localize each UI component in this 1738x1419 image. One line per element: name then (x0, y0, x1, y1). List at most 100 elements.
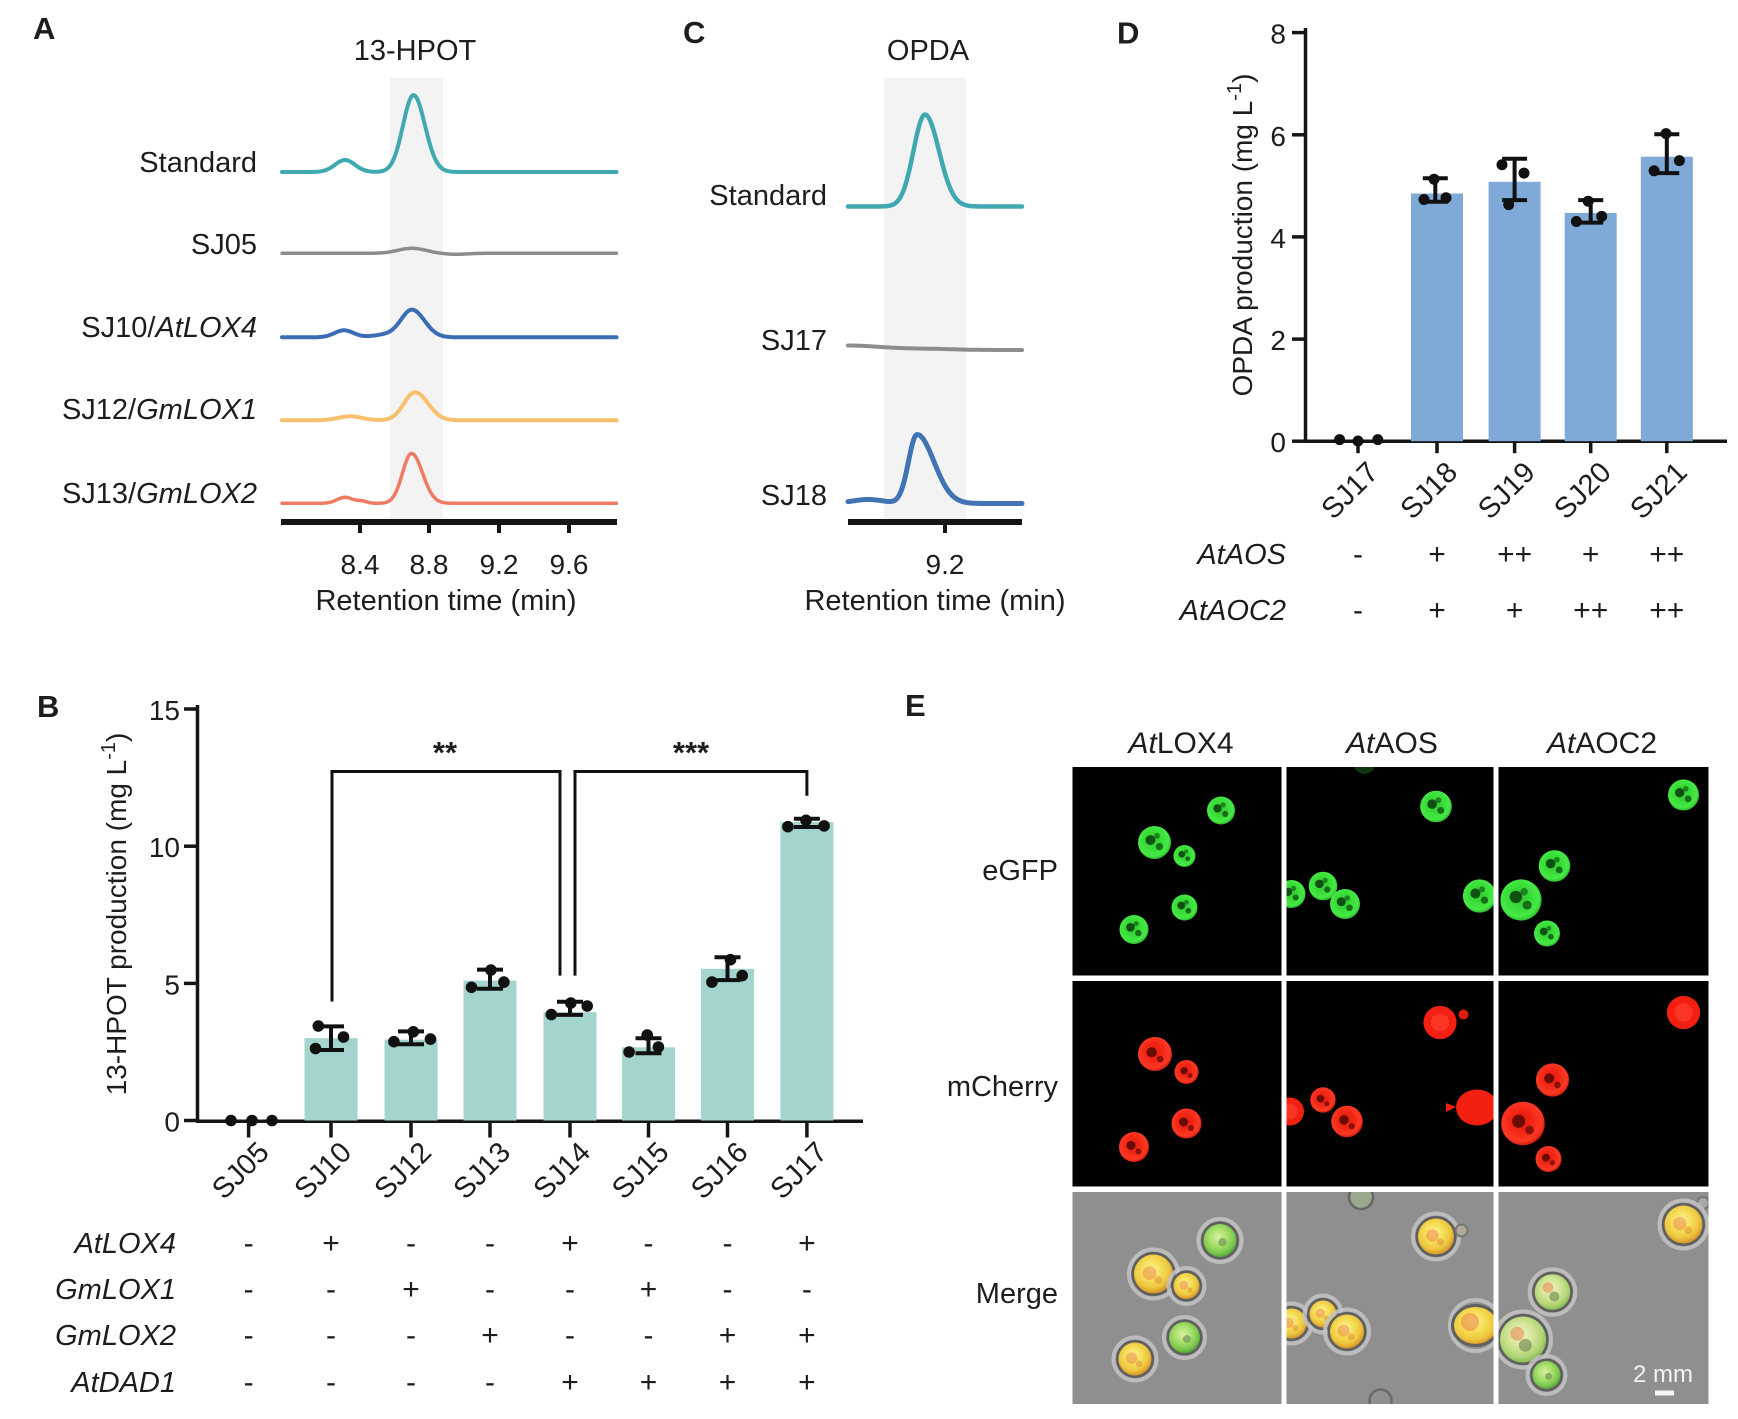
svg-text:Retention time (min): Retention time (min) (315, 585, 576, 617)
svg-text:+: + (719, 1319, 737, 1352)
svg-text:SJ20: SJ20 (1548, 456, 1617, 525)
svg-text:-: - (1353, 538, 1363, 571)
svg-text:-: - (565, 1273, 575, 1306)
svg-text:B: B (37, 689, 59, 724)
svg-text:C: C (683, 15, 705, 50)
svg-text:2: 2 (1270, 325, 1286, 356)
svg-text:13-HPOT: 13-HPOT (354, 35, 477, 67)
svg-text:AtAOC2: AtAOC2 (1545, 727, 1657, 760)
svg-text:-: - (326, 1319, 336, 1352)
svg-text:SJ05: SJ05 (206, 1136, 275, 1205)
svg-text:+: + (402, 1273, 420, 1306)
svg-text:SJ15: SJ15 (606, 1136, 675, 1205)
svg-text:-: - (244, 1273, 254, 1306)
svg-text:-: - (406, 1319, 416, 1352)
svg-text:SJ12: SJ12 (369, 1136, 438, 1205)
svg-text:5: 5 (164, 969, 180, 1000)
svg-text:8.8: 8.8 (410, 549, 449, 580)
svg-text:-: - (723, 1273, 733, 1306)
svg-text:+: + (481, 1319, 499, 1352)
svg-text:-: - (802, 1273, 812, 1306)
svg-text:SJ18: SJ18 (761, 480, 827, 512)
svg-text:-: - (485, 1227, 495, 1260)
svg-text:OPDA production (mg L-1): OPDA production (mg L-1) (1224, 74, 1258, 397)
svg-text:GmLOX1: GmLOX1 (55, 1274, 176, 1306)
svg-text:Standard: Standard (139, 147, 257, 179)
svg-text:-: - (244, 1366, 254, 1399)
svg-text:SJ13: SJ13 (448, 1136, 517, 1205)
svg-text:AtAOS: AtAOS (1195, 539, 1286, 571)
svg-text:A: A (33, 11, 55, 46)
svg-text:Standard: Standard (709, 180, 827, 212)
svg-text:SJ05: SJ05 (191, 229, 257, 261)
svg-text:Retention time (min): Retention time (min) (804, 585, 1065, 617)
svg-text:AtAOS: AtAOS (1344, 727, 1438, 760)
svg-text:-: - (326, 1273, 336, 1306)
svg-text:++: ++ (1649, 594, 1684, 627)
svg-text:SJ21: SJ21 (1624, 456, 1693, 525)
svg-text:13-HPOT production (mg L-1): 13-HPOT production (mg L-1) (98, 733, 132, 1096)
svg-text:+: + (719, 1366, 737, 1399)
svg-text:E: E (905, 688, 926, 723)
svg-text:++: ++ (1649, 538, 1684, 571)
svg-text:10: 10 (149, 832, 180, 863)
svg-text:SJ17: SJ17 (1316, 456, 1385, 525)
svg-text:SJ14: SJ14 (528, 1136, 597, 1205)
svg-text:AtDAD1: AtDAD1 (69, 1367, 176, 1399)
svg-text:**: ** (433, 735, 458, 770)
svg-text:+: + (1428, 594, 1446, 627)
svg-text:+: + (798, 1227, 816, 1260)
svg-text:-: - (644, 1319, 654, 1352)
svg-text:SJ10: SJ10 (289, 1136, 358, 1205)
svg-text:4: 4 (1270, 223, 1286, 254)
svg-text:+: + (1428, 538, 1446, 571)
svg-text:-: - (1353, 594, 1363, 627)
svg-text:0: 0 (1270, 427, 1286, 458)
svg-text:-: - (565, 1319, 575, 1352)
svg-text:SJ12/GmLOX1: SJ12/GmLOX1 (62, 394, 257, 426)
svg-text:SJ16: SJ16 (685, 1136, 754, 1205)
svg-text:OPDA: OPDA (887, 35, 970, 67)
svg-text:-: - (644, 1227, 654, 1260)
svg-text:0: 0 (164, 1107, 180, 1138)
svg-text:Merge: Merge (976, 1278, 1058, 1310)
svg-text:-: - (326, 1366, 336, 1399)
svg-text:-: - (485, 1366, 495, 1399)
svg-text:-: - (406, 1227, 416, 1260)
svg-text:+: + (561, 1227, 579, 1260)
svg-text:+: + (1506, 594, 1524, 627)
svg-text:-: - (723, 1227, 733, 1260)
svg-text:AtLOX4: AtLOX4 (1126, 727, 1233, 760)
svg-text:SJ13/GmLOX2: SJ13/GmLOX2 (62, 478, 257, 510)
svg-text:SJ17: SJ17 (761, 325, 827, 357)
svg-text:SJ19: SJ19 (1472, 456, 1541, 525)
svg-text:AtAOC2: AtAOC2 (1178, 595, 1286, 627)
svg-text:D: D (1117, 16, 1139, 51)
svg-text:SJ10/AtLOX4: SJ10/AtLOX4 (81, 312, 257, 344)
svg-text:+: + (640, 1366, 658, 1399)
svg-text:mCherry: mCherry (947, 1071, 1059, 1103)
svg-text:+: + (798, 1366, 816, 1399)
svg-text:8: 8 (1270, 19, 1286, 50)
svg-text:+: + (798, 1319, 816, 1352)
svg-text:++: ++ (1497, 538, 1532, 571)
svg-text:SJ17: SJ17 (764, 1136, 833, 1205)
svg-text:++: ++ (1573, 594, 1608, 627)
svg-text:+: + (322, 1227, 340, 1260)
svg-text:-: - (485, 1273, 495, 1306)
svg-text:9.2: 9.2 (480, 549, 519, 580)
svg-text:6: 6 (1270, 121, 1286, 152)
svg-text:9.2: 9.2 (926, 549, 965, 580)
svg-text:eGFP: eGFP (982, 855, 1058, 887)
svg-text:***: *** (673, 735, 710, 770)
svg-text:-: - (244, 1319, 254, 1352)
svg-text:SJ18: SJ18 (1395, 456, 1464, 525)
svg-text:15: 15 (149, 695, 180, 726)
svg-text:+: + (1582, 538, 1600, 571)
svg-text:+: + (640, 1273, 658, 1306)
svg-text:-: - (244, 1227, 254, 1260)
svg-text:8.4: 8.4 (341, 549, 380, 580)
svg-text:-: - (406, 1366, 416, 1399)
svg-text:+: + (561, 1366, 579, 1399)
svg-text:GmLOX2: GmLOX2 (55, 1320, 176, 1352)
